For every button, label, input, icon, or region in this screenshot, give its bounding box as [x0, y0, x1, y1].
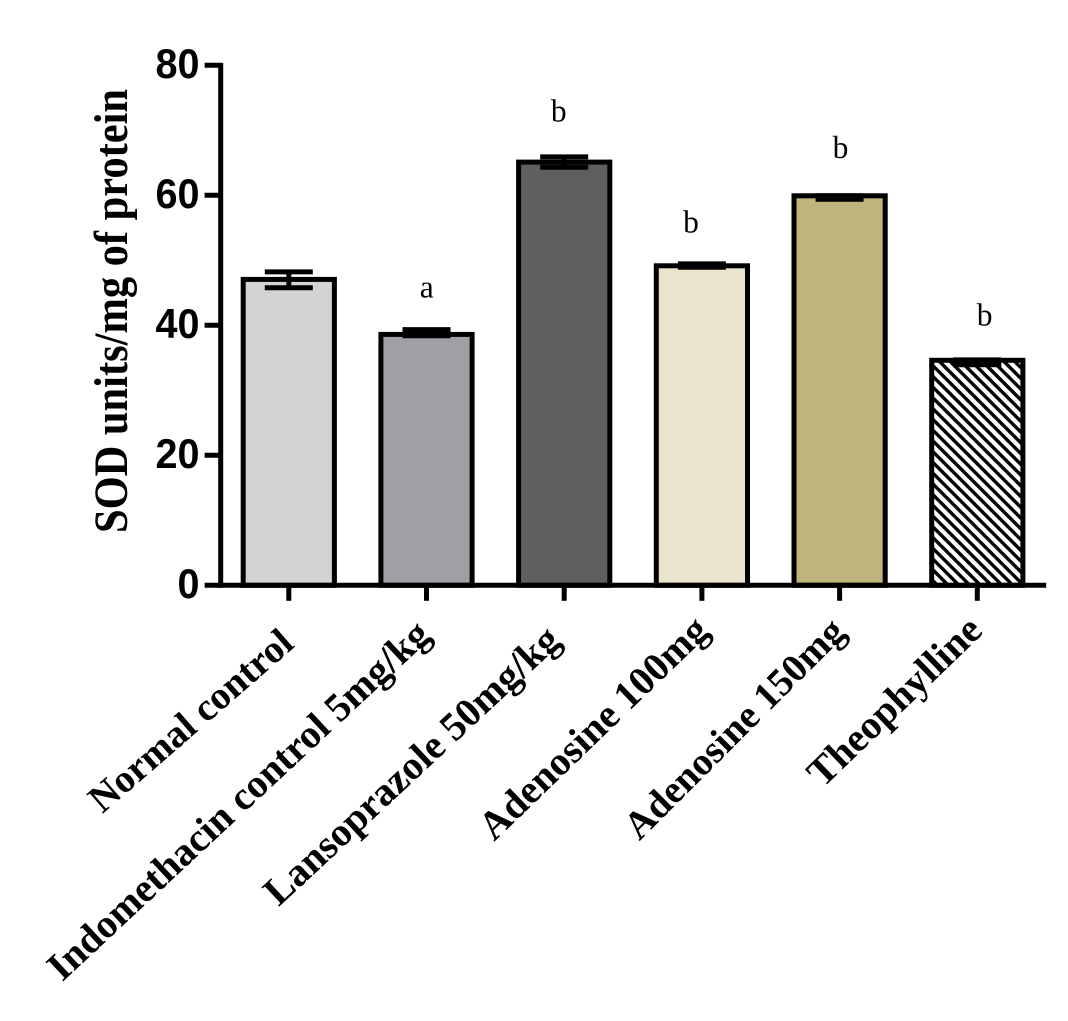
svg-text:80: 80: [156, 40, 200, 87]
svg-text:a: a: [420, 270, 434, 305]
svg-text:60: 60: [156, 170, 200, 217]
svg-text:b: b: [683, 205, 699, 240]
svg-text:20: 20: [156, 430, 200, 477]
svg-text:b: b: [977, 298, 993, 333]
svg-text:40: 40: [156, 300, 200, 347]
svg-text:SOD units/mg of protein: SOD units/mg of protein: [85, 89, 138, 533]
svg-text:b: b: [551, 94, 567, 129]
svg-text:0: 0: [178, 560, 200, 607]
svg-text:b: b: [833, 130, 849, 165]
